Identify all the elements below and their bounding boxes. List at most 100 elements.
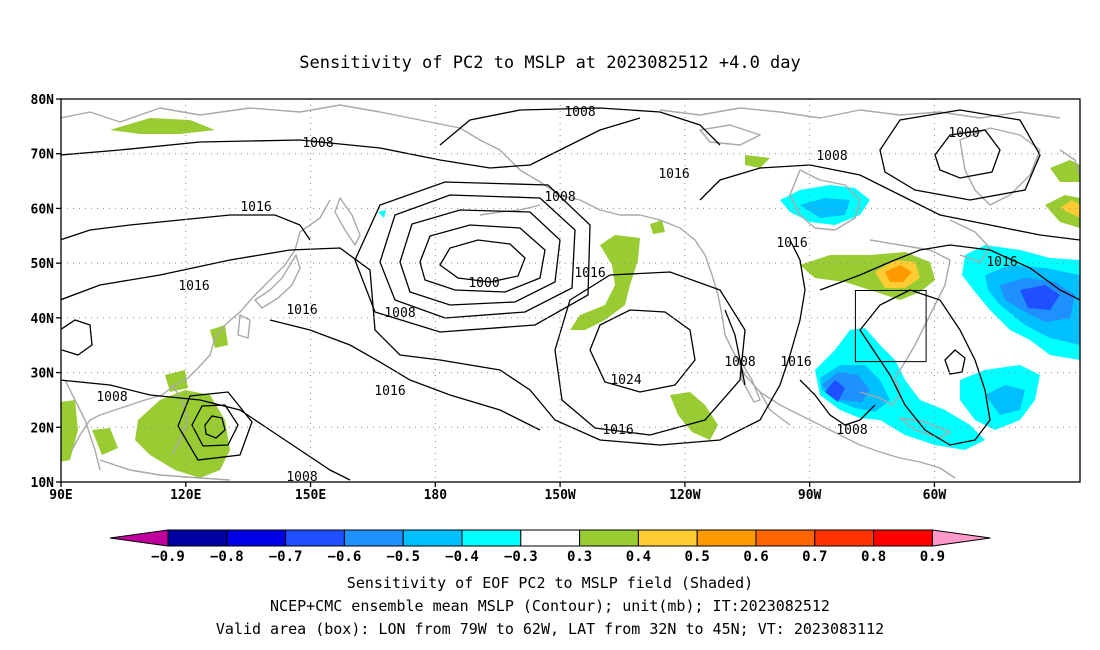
colorbar-segment [402,529,463,547]
contour-label: 1016 [776,236,807,251]
colorbar-label: 0.4 [626,549,651,565]
contour-subtropical-1008 [61,379,351,481]
contour-label: 1016 [240,200,271,215]
contour-label: 1008 [96,390,127,405]
contour-typhoon-2 [191,404,239,447]
coast-central-america [879,451,956,479]
lon-tick-label: 90W [798,488,822,503]
map-frame [60,98,1081,483]
contour-gulf-1008 [799,379,876,426]
contour-high-1024 [589,309,696,393]
contour-label: 1016 [780,355,811,370]
contour-label: 1008 [384,306,415,321]
shade-positive-northeast-pacific [570,235,640,330]
contour-west-pacific-1016 [269,319,541,431]
caption-line-1: Sensitivity of EOF PC2 to MSLP field (Sh… [347,574,753,592]
colorbar: −0.9 −0.8 −0.7 −0.6 −0.5 −0.4 −0.3 0.3 0.4 0.5 0.6… [109,529,991,565]
coast-kamchatka [334,197,361,246]
colorbar-label: 0.8 [861,549,886,565]
colorbar-label: −0.3 [504,549,538,565]
shade-positive-south-china [92,428,118,455]
lat-tick-label: 70N [31,148,55,163]
contour-label: 1024 [610,373,641,388]
contour-low-east-pacific [61,319,93,356]
coast-canada-archipelago [699,124,761,146]
contour-label: 1016 [286,303,317,318]
shade-positive-china [61,400,78,462]
contour-label: 1008 [544,190,575,205]
lon-tick-label: 150E [295,488,326,503]
coast-japan [254,254,301,309]
shade-negative-labrador-0.5 [800,198,850,218]
contour-mexico-1008 [724,309,746,386]
lon-tick-label: 90E [49,488,72,503]
shade-positive-hawaii [670,392,718,440]
lon-tick-label: 120E [170,488,201,503]
colorbar-segment [579,529,639,547]
contour-labels: 1008 1008 1008 1008 1008 1008 1008 1008 … [96,105,1017,485]
lat-tick-label: 80N [31,93,55,108]
colorbar-segment [167,529,228,547]
colorbar-segment [461,529,522,547]
shade-negative-caribbean-0.5 [985,385,1025,415]
colorbar-label: 0.7 [802,549,827,565]
contour-arctic-1008 [439,107,721,146]
contour-label: 1016 [602,423,633,438]
lon-tick-label: 150W [544,488,575,503]
coast-philippines [171,384,189,456]
coast-hudson-bay [789,169,861,231]
coast-alaska [539,181,706,256]
shade-positive-arctic [110,118,215,134]
shade-negative-small-pacific [378,210,386,218]
colorbar-segment [755,529,816,547]
contour-bermuda-1016 [859,289,991,446]
colorbar-segment [696,529,757,547]
latitude-axis: 80N 70N 60N 50N 40N 30N 20N 10N [31,93,61,491]
lat-tick-label: 30N [31,367,55,382]
lat-tick-label: 50N [31,257,55,272]
contour-label: 1000 [948,126,979,141]
contour-low-aleutian-3 [399,209,561,306]
contour-label: 1016 [178,279,209,294]
shade-negative-north-atlantic-0.7 [1020,285,1060,310]
lat-tick-label: 20N [31,421,55,436]
coast-baja [739,359,761,403]
colorbar-segment [873,529,933,547]
map-panel: 1008 1008 1008 1008 1008 1008 1008 1008 … [31,93,1081,503]
captions: Sensitivity of EOF PC2 to MSLP field (Sh… [216,574,884,638]
coast-east-north-america [869,239,951,379]
coast-florida [859,377,901,406]
colorbar-min-triangle [109,529,169,547]
contour-subtropical-1016 [61,239,806,446]
colorbar-label: −0.9 [151,549,185,565]
contour-label: 1008 [816,149,847,164]
coast-mexico-pacific [759,391,791,426]
contour-label: 1000 [468,276,499,291]
colorbar-label: 0.5 [685,549,710,565]
lon-tick-label: 180 [424,488,448,503]
coast-indochina [64,379,101,471]
colorbar-segment [637,529,698,547]
shade-negative-gulf-0.7 [825,380,845,402]
lon-tick-label: 120W [669,488,700,503]
colorbar-label: −0.5 [386,549,420,565]
colorbar-label: 0.6 [743,549,768,565]
contour-canada-1016 [699,164,1080,241]
lon-tick-label: 60W [923,488,947,503]
shade-positive-greenland-east [1050,160,1080,182]
coast-siberia [61,104,541,183]
coast-east-asia [71,199,331,451]
coast-greenland [959,127,1041,206]
contour-arctic-low-1000 [934,129,1001,179]
coast-north-america-west [704,254,881,453]
colorbar-label: 0.3 [567,549,592,565]
colorbar-label: −0.8 [210,549,244,565]
colorbar-label: −0.4 [445,549,479,565]
coast-indonesia [99,459,231,481]
lat-tick-label: 10N [31,476,55,491]
contour-label: 1008 [286,470,317,485]
shade-positive-philippines [165,370,188,392]
longitude-axis: 90E 120E 150E 180 150W 120W 90W 60W [49,482,946,503]
contour-label: 1008 [836,423,867,438]
contour-label: 1016 [658,167,689,182]
